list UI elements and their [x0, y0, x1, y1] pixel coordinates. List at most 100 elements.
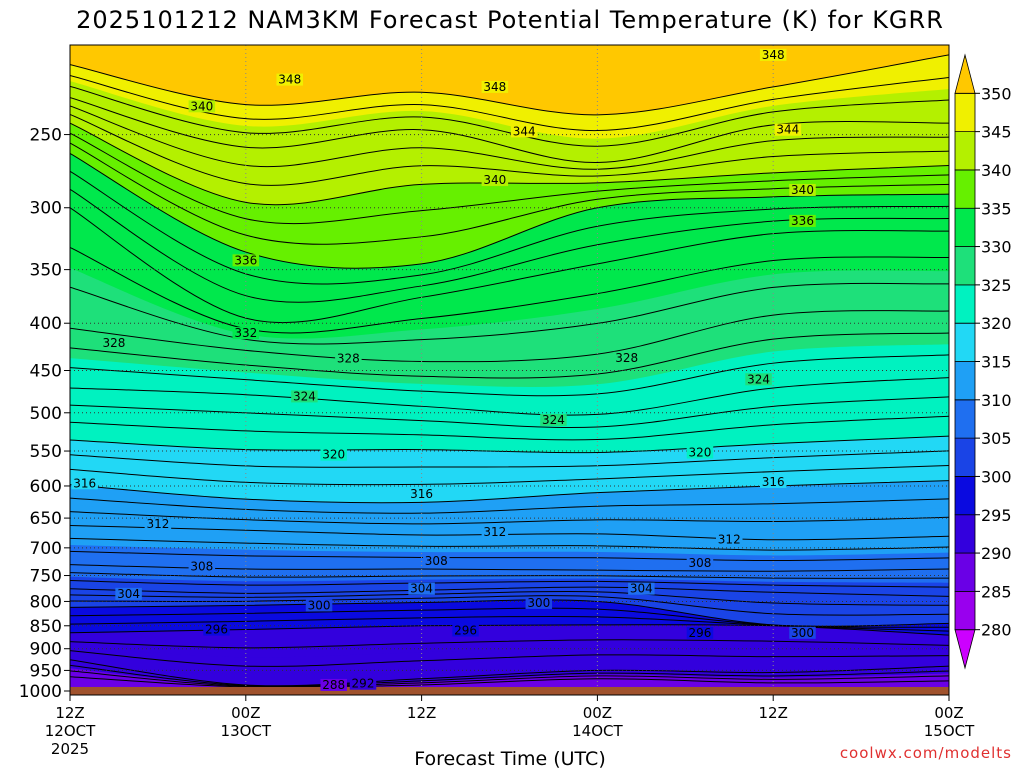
contour-line-292: [70, 659, 949, 687]
y-tick-label: 400: [30, 314, 62, 334]
contour-label: 328: [337, 352, 360, 366]
y-tick-label: 1000: [19, 682, 62, 702]
contour-label-bg: [759, 48, 787, 61]
colorbar-swatch: [954, 131, 976, 171]
contour-label: 304: [410, 582, 433, 596]
colorbar-label: 320: [981, 314, 1012, 333]
contour-label-bg: [716, 533, 743, 546]
contour-label-bg: [232, 254, 260, 267]
colorbar-swatch: [954, 92, 976, 133]
contour-label: 340: [190, 99, 213, 113]
contour-labels: 348 348 348 340 344 344 340 340 336 336 332 328 328 3…: [71, 48, 816, 692]
y-tick-label: 950: [30, 661, 62, 681]
y-tick-label: 350: [30, 261, 62, 281]
contour-line: [70, 114, 949, 186]
contour-label-bg: [759, 475, 787, 488]
contour-label: 308: [688, 556, 711, 570]
contour-label: 312: [483, 525, 506, 539]
y-tick-label: 700: [30, 539, 62, 559]
contour-line: [70, 85, 949, 147]
contour-label-bg: [188, 560, 216, 573]
contour-label: 320: [322, 448, 345, 462]
y-tick-label: 550: [30, 442, 62, 462]
y-tick-label: 450: [30, 361, 62, 381]
x-tick-year: 2025: [51, 740, 89, 758]
contour-label-bg: [628, 582, 655, 595]
contour-label-bg: [452, 624, 479, 637]
contour-line: [70, 572, 949, 579]
contour-label: 324: [293, 389, 316, 403]
credit-text: coolwx.com/modelts: [840, 744, 1012, 762]
contour-label: 304: [630, 582, 653, 596]
contour-label: 348: [278, 73, 301, 87]
contour-label-bg: [408, 487, 435, 500]
contour-label-bg: [540, 413, 567, 426]
contour-label: 312: [146, 517, 169, 531]
contour-label-bg: [481, 174, 509, 187]
contour-label-bg: [291, 390, 318, 403]
colorbar-label: 310: [981, 391, 1012, 410]
contour-label: 332: [234, 326, 257, 340]
contour-label: 300: [308, 598, 331, 612]
colorbar-label: 280: [981, 621, 1012, 640]
contour-label-bg: [320, 448, 347, 461]
contour-line: [70, 550, 949, 562]
contour-line-320: [70, 435, 949, 454]
colorbar-label: 350: [981, 84, 1012, 103]
contour-line: [70, 650, 949, 667]
contour-label-bg: [71, 477, 98, 490]
contour-label: 340: [483, 173, 506, 187]
contour-label: 336: [791, 214, 814, 228]
y-tick-label: 300: [30, 199, 62, 219]
colorbar-label: 335: [981, 199, 1012, 218]
y-tick-label: 650: [30, 509, 62, 529]
contour-line: [70, 595, 949, 616]
y-tick-label: 750: [30, 567, 62, 587]
colorbar-label: 285: [981, 582, 1012, 601]
contour-line-344: [70, 97, 949, 163]
contour-label-bg: [686, 557, 714, 570]
contour-label: 312: [718, 533, 741, 547]
terrain-band: [70, 686, 949, 695]
contour-label-bg: [423, 554, 450, 567]
x-tick-label: 00Z: [231, 704, 260, 722]
contour-label-bg: [481, 526, 509, 539]
contour-line: [70, 537, 949, 551]
contour-label: 316: [762, 475, 785, 489]
colorbar-swatch: [954, 246, 976, 286]
contour-label: 344: [513, 124, 536, 138]
contour-label: 320: [688, 445, 711, 459]
contour-line-336: [70, 152, 949, 269]
contour-line: [70, 639, 949, 649]
contour-label: 324: [542, 413, 565, 427]
contour-line: [70, 396, 949, 428]
contour-label-bg: [745, 373, 772, 386]
contour-label-bg: [510, 125, 538, 138]
contour-line: [70, 664, 949, 687]
y-tick-label: 250: [30, 126, 62, 146]
contour-lines: [70, 54, 949, 688]
contour-line-348: [70, 54, 949, 116]
colorbar-swatch: [954, 207, 976, 247]
colorbar-label: 330: [981, 238, 1012, 257]
contour-label-bg: [686, 626, 714, 639]
contour-label: 292: [352, 677, 375, 691]
contour-line-332: [70, 207, 949, 324]
contour-label-bg: [100, 336, 128, 349]
contour-label: 340: [791, 183, 814, 197]
contour-label: 300: [527, 596, 550, 610]
colorbar-swatch: [954, 552, 976, 592]
x-tick-label: 12Z: [407, 704, 436, 722]
x-tick-label: 00Z: [934, 704, 963, 722]
contour-line: [70, 497, 949, 514]
contour-label: 308: [425, 554, 448, 568]
colorbar-label: 305: [981, 429, 1012, 448]
contour-label-bg: [203, 623, 230, 636]
x-tick-date: 15OCT: [924, 722, 975, 740]
colorbar-label: 345: [981, 123, 1012, 142]
contour-label-bg: [789, 183, 816, 196]
colorbar-swatch: [954, 514, 976, 554]
x-axis-label: Forecast Time (UTC): [414, 748, 605, 768]
contour-label-bg: [349, 677, 377, 690]
contour-label: 288: [322, 678, 345, 692]
